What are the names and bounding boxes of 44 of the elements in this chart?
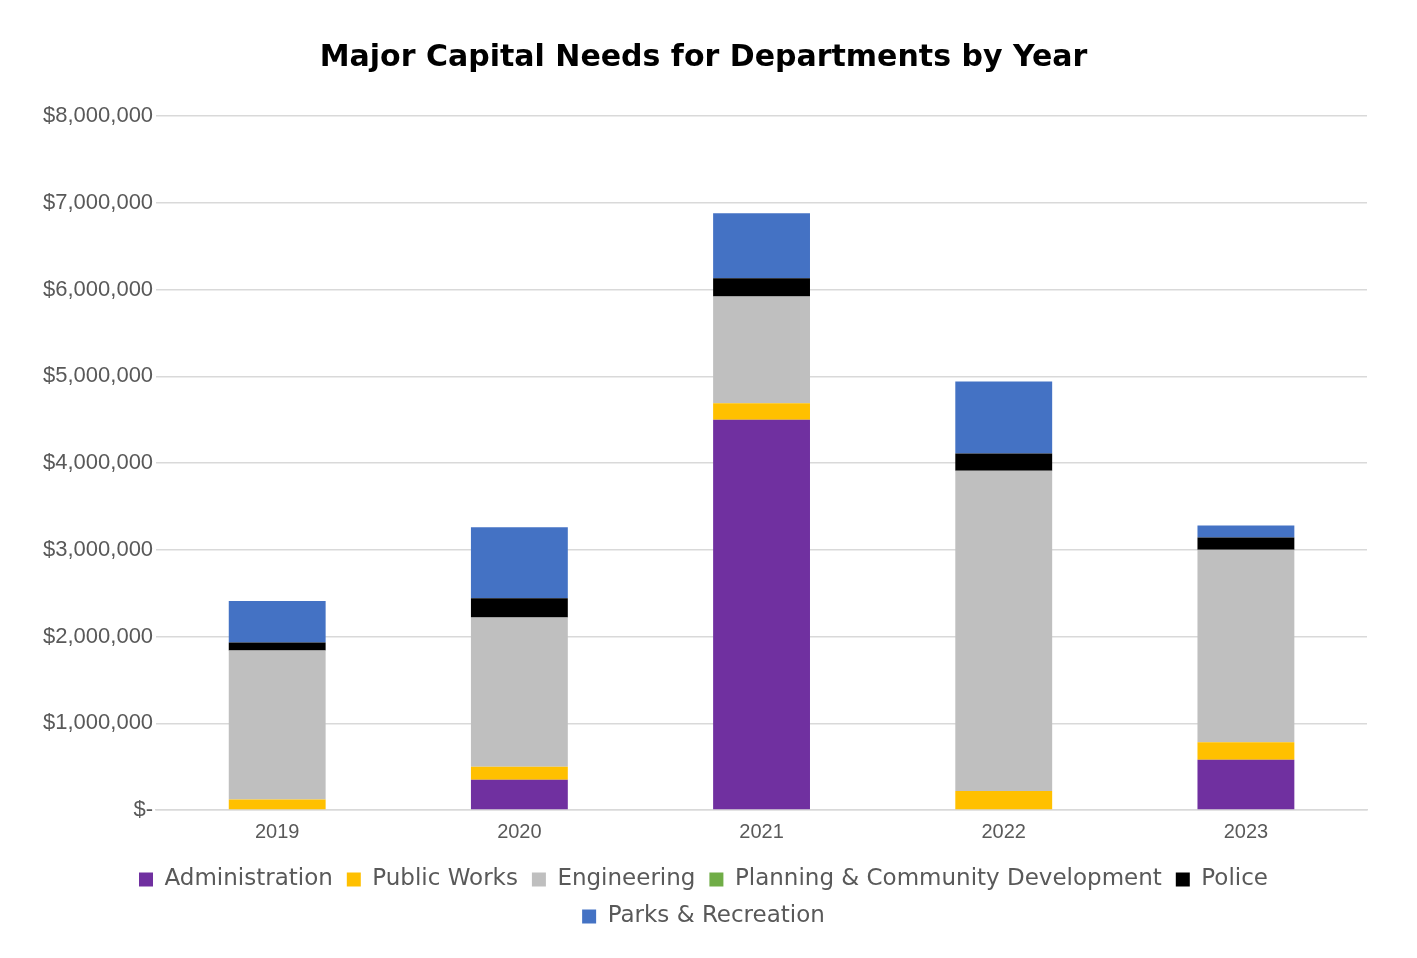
legend-label: Parks & Recreation xyxy=(607,901,825,928)
bar xyxy=(1197,759,1295,810)
legend-label: Administration xyxy=(164,864,333,891)
bar xyxy=(470,527,568,599)
legend-label: Public Works xyxy=(372,864,518,891)
y-tick-label: $7,000,000 xyxy=(43,188,154,214)
y-tick-label: $5,000,000 xyxy=(43,362,154,388)
bar xyxy=(470,598,568,618)
bar xyxy=(228,600,326,643)
y-tick-label: $6,000,000 xyxy=(43,275,154,301)
bar xyxy=(713,278,810,297)
y-tick-label: $3,000,000 xyxy=(43,535,154,561)
bar xyxy=(228,650,326,800)
x-tick-label: 2019 xyxy=(254,819,300,842)
x-tick-label: 2021 xyxy=(739,819,784,842)
bar xyxy=(228,799,326,810)
chart-title: Major Capital Needs for Departments by Year xyxy=(319,37,1088,73)
x-tick-label: 2022 xyxy=(981,819,1026,842)
bar xyxy=(470,779,568,810)
bar xyxy=(470,766,568,780)
legend-label: Police xyxy=(1201,864,1268,891)
y-tick-label: $2,000,000 xyxy=(43,622,154,648)
legend-label: Engineering xyxy=(557,864,696,891)
x-tick-label: 2023 xyxy=(1223,819,1269,842)
bar xyxy=(1197,537,1295,550)
bar xyxy=(955,470,1053,791)
legend-label: Planning & Community Development xyxy=(734,864,1162,891)
bar xyxy=(955,790,1053,810)
bar xyxy=(1197,525,1295,538)
bar xyxy=(713,419,810,810)
x-tick-label: 2020 xyxy=(497,819,542,842)
y-tick-label: $4,000,000 xyxy=(43,449,154,475)
bar xyxy=(1197,742,1295,760)
bar xyxy=(1197,549,1295,743)
bar xyxy=(713,403,810,420)
bar xyxy=(470,617,568,767)
y-tick-label: $1,000,000 xyxy=(43,709,154,735)
bar xyxy=(955,453,1053,471)
bar xyxy=(228,642,326,651)
y-tick-label: $8,000,000 xyxy=(43,102,154,128)
bar xyxy=(955,381,1053,454)
y-tick-label: $- xyxy=(133,796,154,822)
bar xyxy=(713,213,810,279)
bar xyxy=(713,296,810,404)
